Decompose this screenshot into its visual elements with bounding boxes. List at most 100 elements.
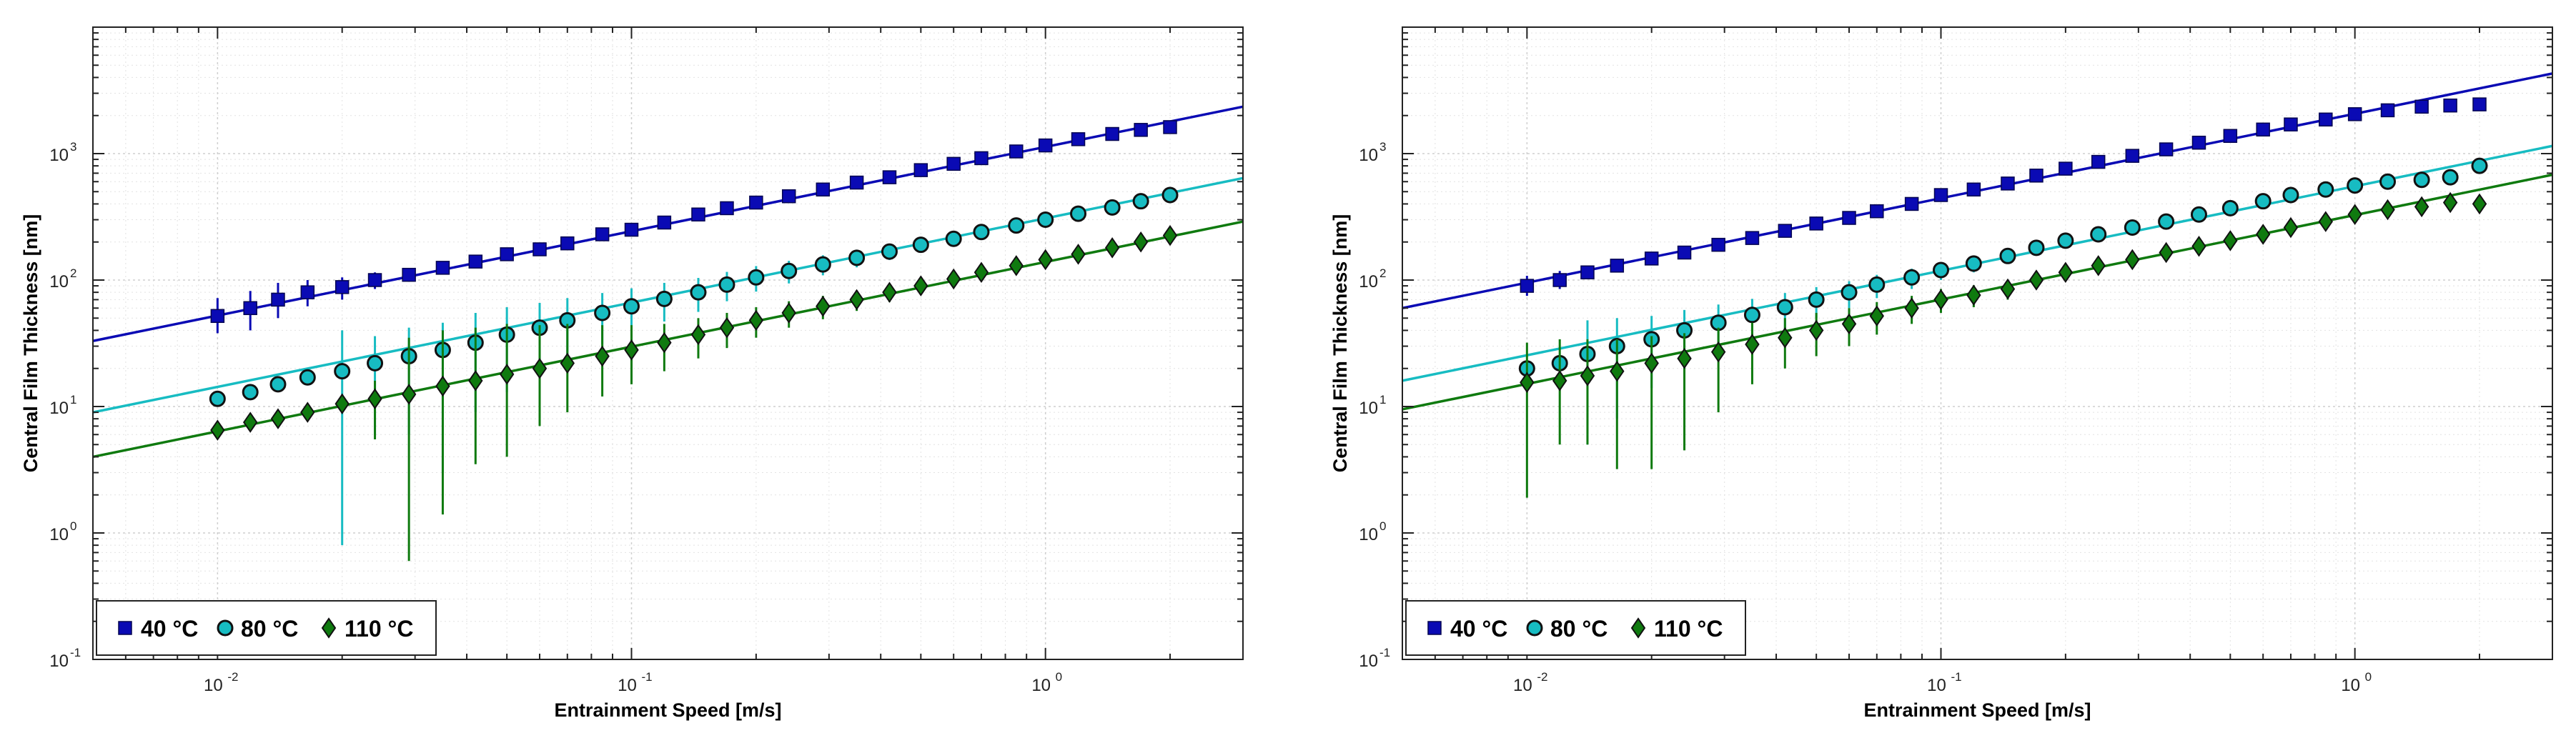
data-point-square [1163, 120, 1177, 134]
data-point-diamond [1162, 224, 1178, 246]
data-point-circle [848, 249, 866, 266]
data-point-circle [2379, 173, 2397, 190]
data-point-circle [299, 369, 316, 386]
data-point-square [1610, 259, 1625, 273]
plot-area-background [1402, 27, 2552, 659]
y-axis-label: Central Film Thickness [nm] [20, 214, 41, 473]
legend-entry-label: 80 °C [1550, 616, 1607, 642]
data-point-square [781, 189, 796, 204]
data-point-diamond [335, 393, 350, 415]
data-point-square [532, 242, 547, 256]
data-point-diamond [748, 309, 764, 331]
data-point-square [2443, 98, 2457, 113]
x-tick-label-exponent: 0 [2365, 670, 2372, 684]
data-point-diamond [1644, 352, 1659, 374]
data-point-circle [1841, 284, 1858, 301]
data-point-circle [334, 363, 351, 380]
data-point-square [402, 267, 416, 282]
y-tick-label-exponent: 1 [1379, 393, 1386, 407]
data-point-circle [1999, 247, 2016, 264]
data-point-diamond [1520, 372, 1535, 394]
data-point-square [2159, 142, 2174, 156]
data-point-diamond [2347, 204, 2362, 225]
data-point-circle [1132, 193, 1149, 210]
data-point-square [1552, 273, 1567, 287]
data-point-circle [945, 230, 962, 247]
data-point-circle [1868, 276, 1886, 293]
data-point-diamond [624, 339, 639, 361]
legend-marker-square [1427, 621, 1442, 635]
data-point-circle [973, 224, 990, 241]
data-points [1518, 97, 2488, 498]
chart-panel-left: 10 -2 10 -1 10 010 -110 010 110 210 3 Entrainment … [20, 26, 1244, 721]
data-point-diamond [2191, 235, 2206, 257]
legend-entry-label: 80 °C [241, 616, 298, 642]
data-point-square [657, 215, 672, 230]
data-point-diamond [1841, 313, 1857, 335]
data-point-square [468, 254, 483, 269]
legend-box [1405, 600, 1746, 656]
data-point-square [500, 247, 514, 261]
data-point-square [243, 301, 257, 316]
data-point-square [720, 201, 734, 216]
data-point-square [2319, 112, 2333, 127]
y-tick-label-exponent: -1 [1379, 646, 1390, 659]
data-point-diamond [1745, 334, 1760, 355]
data-point-square [2347, 107, 2362, 121]
data-point-diamond [1677, 347, 1692, 369]
y-tick-label: 10 [49, 652, 69, 671]
data-point-square [300, 285, 315, 299]
x-tick-label: 10 [1031, 676, 1051, 695]
data-point-square [1904, 196, 1919, 211]
data-point-square [2256, 122, 2270, 137]
data-point-circle [2471, 157, 2488, 174]
data-point-square [1038, 138, 1053, 153]
data-points [209, 120, 1179, 562]
legend-entry-unit: °C [272, 616, 298, 642]
data-point-diamond [2255, 224, 2271, 245]
data-point-diamond [849, 289, 864, 311]
data-point-square [2284, 117, 2298, 131]
data-point-square [367, 273, 382, 287]
data-point-circle [269, 376, 287, 393]
x-axis-label: Entrainment Speed [m/s] [1863, 699, 2091, 721]
data-point-square [2059, 161, 2073, 176]
data-point-square [1966, 182, 1981, 197]
data-point-diamond [367, 388, 382, 410]
data-point-circle [1933, 261, 1950, 279]
y-tick-label-exponent: 2 [1379, 266, 1386, 280]
y-tick-label-exponent: 0 [70, 519, 76, 533]
data-point-square [913, 163, 928, 177]
x-tick-label: 10 [618, 676, 637, 695]
data-point-circle [2190, 206, 2207, 223]
data-point-circle [2028, 239, 2045, 256]
data-point-diamond [1933, 289, 1948, 311]
data-point-circle [814, 256, 831, 273]
data-point-square [2191, 135, 2206, 150]
data-point-diamond [2159, 241, 2174, 264]
data-point-diamond [2283, 216, 2299, 239]
data-point-diamond [242, 412, 258, 433]
data-point-square [1105, 126, 1119, 141]
minor-grid [1402, 27, 2553, 659]
data-point-circle [781, 262, 798, 279]
x-tick-label-exponent: -1 [1951, 670, 1962, 684]
data-point-circle [655, 290, 673, 307]
data-point-diamond [435, 375, 450, 397]
data-point-square [749, 195, 763, 210]
legend-box [96, 600, 437, 656]
data-point-square [1842, 211, 1856, 225]
x-tick-label: 10 [1927, 676, 1946, 695]
data-point-diamond [2000, 278, 2016, 300]
y-tick-label-exponent: 0 [1379, 519, 1386, 533]
y-tick-label: 10 [49, 146, 69, 165]
data-point-diamond [690, 324, 706, 346]
legend-marker-circle [217, 619, 234, 637]
legend-marker-diamond [321, 617, 337, 639]
legend: 40 °C 80 °C 110 °C [96, 600, 437, 656]
data-point-diamond [270, 408, 286, 429]
data-point-diamond [2125, 249, 2140, 271]
x-tick-label-exponent: -2 [1537, 670, 1547, 684]
data-point-diamond [1071, 244, 1086, 265]
